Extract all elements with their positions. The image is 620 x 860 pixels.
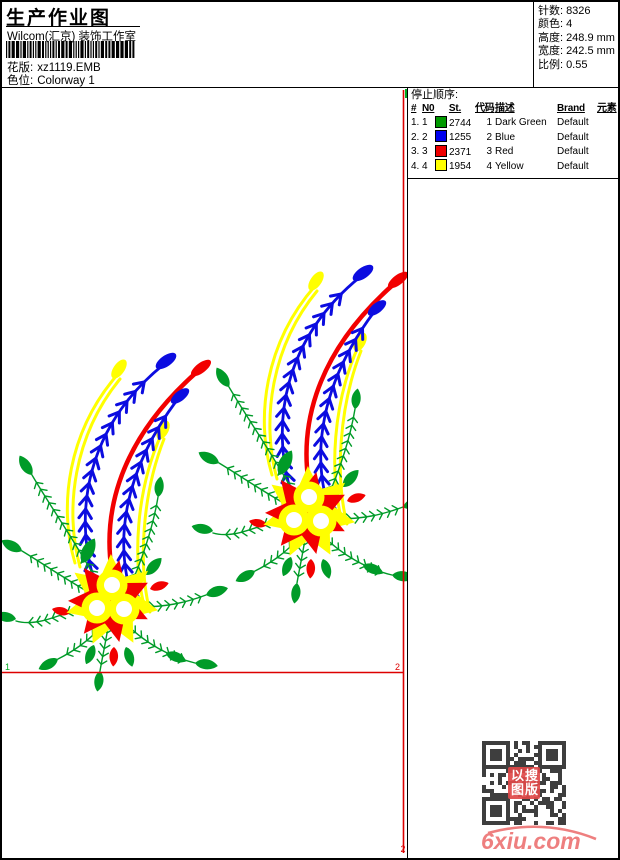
pattern-label: 花版: [7, 62, 34, 74]
column-header: 描述 [495, 103, 515, 114]
svg-text:2: 2 [395, 662, 400, 672]
svg-text:搜: 搜 [525, 768, 539, 783]
column-header: # [411, 103, 417, 114]
flower-motif-right [190, 262, 407, 605]
studio-name: Wilcom(汇京) 装饰工作室 [7, 31, 137, 43]
repeat-guides: 1 2 2 [2, 89, 407, 854]
stop-table-header: # N0 St. 代码 描述 Brand 元素 [411, 102, 618, 116]
svg-text:版: 版 [525, 782, 538, 797]
column-header: St. [448, 103, 462, 114]
colorway-row: 色位: Colorway 1 [7, 72, 99, 88]
flower-motif-left [2, 350, 229, 693]
column-header: 代码 [475, 103, 495, 114]
design-info-panel: 针数: 8326 颜色: 4 高度: 248.9 mm 宽度: 242.5 mm 比例:… [533, 2, 618, 90]
height-row: 高度: 248.9 mm [538, 31, 615, 44]
thread-color-swatch [435, 130, 447, 143]
stitch-count-row: 针数: 8326 [538, 5, 591, 17]
watermark-swoosh [487, 825, 597, 841]
stop-row: 3. 3 2371 3 Red Default [411, 144, 589, 158]
pattern-row: 花版: xz1119.EMB [7, 59, 105, 75]
pattern-value: xz1119.EMB [37, 62, 101, 74]
page-title: 生产作业图 [6, 3, 140, 29]
thread-color-swatch [435, 144, 447, 157]
thread-color-swatch [435, 159, 447, 172]
column-header: Brand [557, 103, 585, 114]
stop-table-rows: 1. 1 2744 1 Dark Green Default 2. 2 1255 2 Blue Def… [411, 115, 618, 174]
watermark-6xiu: 6xiu.com [481, 825, 597, 854]
stop-sequence-table: 停止顺序: # N0 St. 代码 描述 Brand 元素 1. 1 2744 1 Dark Gre… [408, 88, 618, 179]
qr-code: 以搜图版 [482, 741, 566, 825]
svg-text:以: 以 [511, 768, 524, 783]
watermark-text: 6xiu.com [481, 828, 581, 854]
design-canvas: 1 2 2 [2, 89, 407, 854]
column-header: N0 [422, 103, 435, 114]
stop-row: 2. 2 1255 2 Blue Default [411, 130, 589, 144]
stop-row: 4. 4 1954 4 Yellow Default [411, 159, 589, 173]
scale-row: 比例: 0.55 [538, 58, 588, 71]
barcode-image [6, 41, 135, 58]
colorway-value: Colorway 1 [37, 75, 95, 87]
width-row: 宽度: 242.5 mm [538, 45, 615, 58]
thread-color-swatch [435, 115, 447, 128]
stop-sequence-title: 停止顺序: [411, 89, 459, 101]
svg-text:1: 1 [5, 662, 10, 672]
right-panel: 停止顺序: # N0 St. 代码 描述 Brand 元素 1. 1 2744 1 Dark Gre… [407, 88, 618, 858]
svg-text:图: 图 [511, 782, 524, 797]
colorway-label: 色位: [7, 75, 34, 87]
header-divider [2, 87, 618, 88]
column-header: 元素 [597, 103, 617, 114]
color-count-row: 颜色: 4 [538, 18, 573, 31]
svg-text:2: 2 [401, 844, 406, 854]
stop-row: 1. 1 2744 1 Dark Green Default [411, 115, 589, 129]
